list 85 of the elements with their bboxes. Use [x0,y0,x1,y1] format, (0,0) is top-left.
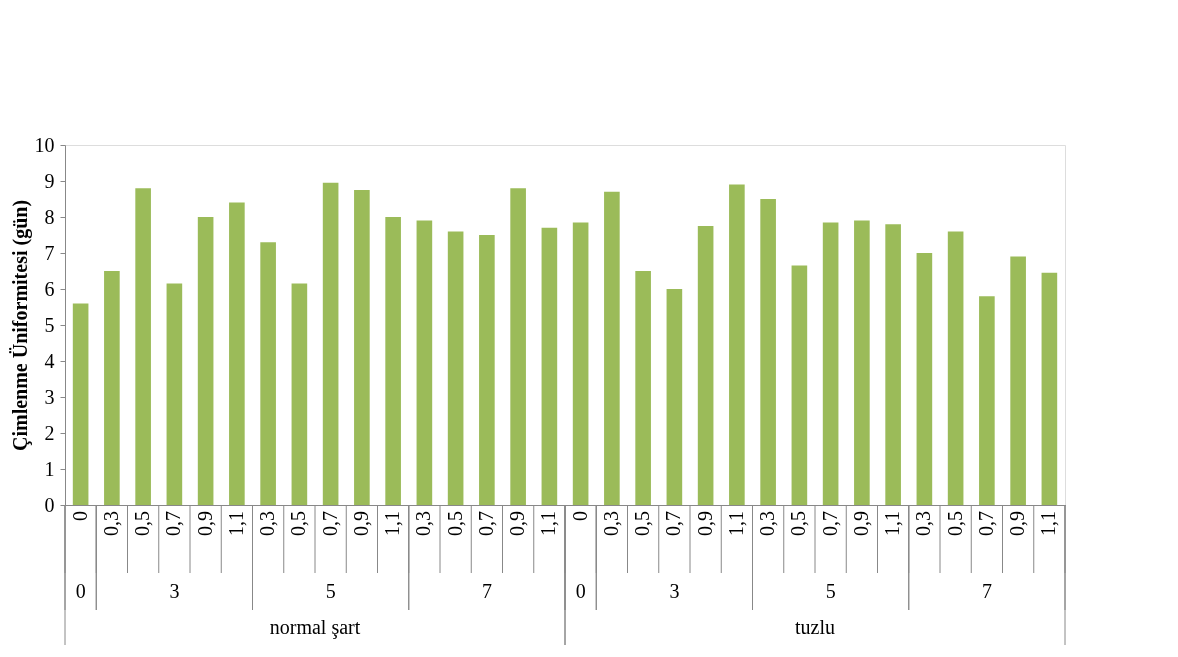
x-tick-label: 0,7 [662,511,685,536]
bar [822,222,839,505]
text: 3 [669,579,680,602]
x-tick-label: 0,7 [974,511,997,536]
bar [385,217,401,505]
y-tick-label: 4 [44,349,55,372]
bar [635,271,651,505]
x-tick-label: 0,9 [849,511,872,536]
x-tick-label: 0,3 [756,511,779,536]
bar [604,191,620,505]
bar [1010,256,1026,505]
bar [416,220,433,505]
x-tick-label: 0,5 [131,511,154,536]
bar [760,199,776,505]
x-tick-label: 0,3 [256,511,279,536]
y-tick-label: 6 [44,277,55,300]
x-tick-label: 1,1 [724,511,747,536]
x-tick-label: 1,1 [381,511,404,536]
x-tick-label: 0,7 [818,511,841,536]
text: tuzlu [795,615,835,638]
x-tick-label: 0,9 [1006,511,1029,536]
y-tick-label: 5 [44,313,55,336]
text: 5 [825,579,836,602]
y-tick-label: 9 [44,169,55,192]
bar [291,283,308,505]
x-tick-label: 1,1 [537,511,560,536]
text: 0 [75,579,86,602]
x-tick-label: 0,5 [287,511,310,536]
x-tick-label: 0,7 [162,511,185,536]
y-axis-title: Çimlenme Üniformitesi (gün) [8,199,32,452]
bar [197,217,214,505]
bar [166,283,183,505]
x-tick-label: 1,1 [224,511,247,536]
y-tick-label: 8 [44,205,55,228]
y-tick-label: 10 [34,133,55,156]
x-tick-label: 0,5 [443,511,466,536]
bar [479,235,495,505]
bar [572,222,589,505]
text: 7 [481,579,492,602]
text: normal şart [269,615,361,639]
bar [354,190,370,505]
x-tick-label: 0,5 [943,511,966,536]
y-tick-label: 2 [44,421,55,444]
x-tick-label: 0,9 [193,511,216,536]
x-tick-label: 0,3 [912,511,935,536]
bar [510,188,526,505]
x-tick-label: 1,1 [881,511,904,536]
x-tick-label: 0,5 [631,511,654,536]
x-tick-label: 0 [568,511,591,521]
x-tick-label: 0,7 [474,511,497,536]
x-tick-label: 1,1 [1037,511,1060,536]
bar [947,231,964,505]
bar [104,271,120,505]
x-tick-label: 0,7 [318,511,341,536]
bar [791,265,808,505]
x-tick-label: 0,3 [412,511,435,536]
bar [322,182,339,505]
y-tick-label: 1 [44,457,55,480]
bar [229,202,245,505]
bar [885,224,901,505]
bar [729,184,745,505]
x-tick-label: 0,3 [599,511,622,536]
bar [72,303,89,505]
bar [979,296,995,505]
y-tick-label: 7 [44,241,55,264]
bar [135,188,151,505]
text: 0 [575,579,586,602]
bar [854,220,870,505]
x-tick-label: 0,3 [99,511,122,536]
bar [447,231,464,505]
bar [697,226,714,505]
bar [1041,272,1058,505]
text: 5 [325,579,336,602]
x-tick-label: 0,9 [349,511,372,536]
x-tick-label: 0,9 [506,511,529,536]
bar [916,253,933,505]
bar [666,289,683,505]
text: 7 [981,579,992,602]
bar [260,242,276,505]
bar [541,227,558,505]
text: 3 [169,579,180,602]
x-tick-label: 0,9 [693,511,716,536]
x-tick-label: 0 [68,511,91,521]
x-tick-label: 0,5 [787,511,810,536]
y-tick-label: 3 [44,385,55,408]
